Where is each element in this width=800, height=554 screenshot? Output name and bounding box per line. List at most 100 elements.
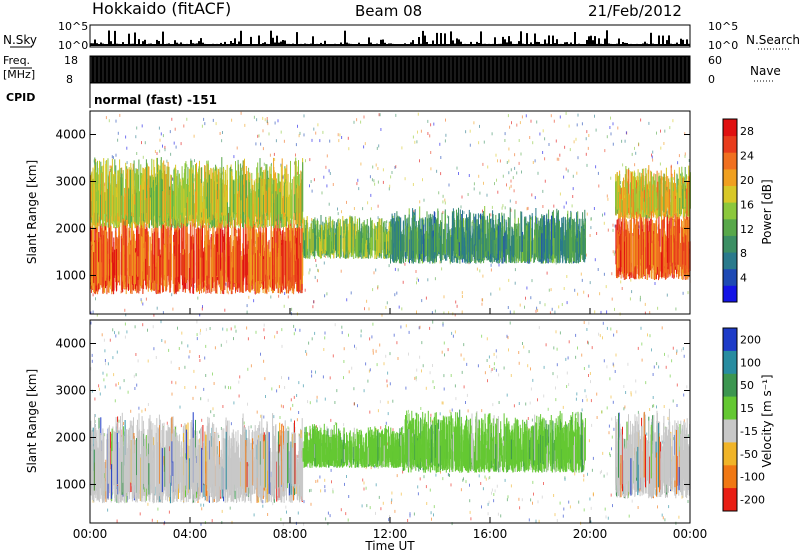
echo-cell bbox=[265, 190, 267, 213]
echo-cell bbox=[446, 239, 448, 261]
echo-cell bbox=[530, 219, 531, 262]
scatter-cell bbox=[326, 292, 328, 296]
noise-bar bbox=[630, 43, 632, 46]
scatter-cell bbox=[554, 310, 556, 314]
echo-cell bbox=[184, 218, 186, 278]
echo-cell bbox=[184, 207, 186, 226]
scatter-cell bbox=[514, 281, 516, 285]
echo-cell bbox=[456, 209, 457, 254]
scatter-cell bbox=[605, 285, 607, 289]
echo-cell bbox=[511, 226, 513, 263]
echo-cell bbox=[250, 255, 252, 281]
scatter-cell bbox=[423, 198, 425, 202]
echo-cell bbox=[338, 221, 340, 254]
echo-cell bbox=[205, 179, 207, 217]
scatter-cell bbox=[156, 306, 158, 310]
echo-cell bbox=[181, 205, 183, 228]
scatter-cell bbox=[594, 310, 596, 314]
noise-bar bbox=[374, 44, 376, 46]
echo-cell bbox=[312, 232, 314, 252]
scatter-cell bbox=[204, 122, 206, 126]
noise-bar bbox=[420, 43, 422, 46]
scatter-cell bbox=[372, 165, 374, 169]
echo-cell bbox=[367, 238, 369, 250]
freq-nave-block bbox=[89, 55, 691, 84]
noise-bar bbox=[130, 43, 132, 46]
scatter-cell bbox=[550, 114, 552, 118]
echo-cell bbox=[314, 228, 316, 257]
echo-cell bbox=[525, 230, 527, 262]
echo-cell bbox=[290, 182, 292, 219]
noise-bar bbox=[320, 42, 322, 46]
echo-cell bbox=[217, 170, 219, 227]
scatter-cell bbox=[520, 152, 522, 156]
echo-cell bbox=[188, 268, 190, 291]
echo-cell bbox=[275, 259, 277, 289]
scatter-cell bbox=[416, 281, 417, 285]
scatter-cell bbox=[319, 139, 321, 143]
noise-search-label: N.Search bbox=[746, 33, 800, 47]
echo-cell bbox=[276, 218, 278, 282]
scatter-cell bbox=[241, 167, 243, 171]
scatter-cell bbox=[364, 142, 366, 146]
scatter-cell bbox=[141, 124, 143, 128]
scatter-cell bbox=[315, 131, 317, 135]
echo-cell bbox=[144, 167, 146, 215]
scatter-cell bbox=[530, 296, 532, 300]
echo-cell bbox=[186, 214, 188, 280]
echo-cell bbox=[315, 235, 317, 249]
noise-bar bbox=[344, 30, 346, 46]
echo-cell bbox=[550, 239, 552, 263]
noise-bar bbox=[258, 35, 260, 46]
noise-bar bbox=[198, 41, 200, 46]
echo-cell bbox=[326, 229, 328, 251]
echo-cell bbox=[277, 218, 279, 279]
noise-bar bbox=[102, 43, 104, 46]
echo-cell bbox=[301, 252, 303, 284]
scatter-cell bbox=[395, 165, 397, 169]
echo-cell bbox=[204, 199, 206, 221]
noise-bar bbox=[580, 44, 582, 46]
scatter-cell bbox=[456, 166, 458, 170]
echo-cell bbox=[273, 181, 275, 217]
echo-cell bbox=[243, 160, 245, 212]
scatter-cell bbox=[135, 135, 137, 139]
noise-bar bbox=[502, 36, 504, 46]
echo-cell bbox=[202, 214, 203, 275]
echo-cell bbox=[468, 209, 470, 252]
scatter-cell bbox=[610, 176, 612, 180]
scatter-cell bbox=[145, 297, 147, 301]
echo-cell bbox=[291, 183, 293, 229]
echo-cell bbox=[462, 236, 464, 260]
noise-bar bbox=[354, 44, 356, 46]
noise-bar bbox=[686, 39, 688, 46]
echo-cell bbox=[274, 243, 276, 277]
echo-cell bbox=[174, 256, 176, 278]
echo-cell bbox=[493, 240, 495, 257]
scatter-cell bbox=[115, 119, 117, 123]
scatter-cell bbox=[487, 165, 489, 169]
noise-bar bbox=[96, 43, 98, 46]
echo-cell bbox=[304, 219, 306, 254]
echo-cell bbox=[201, 183, 202, 213]
echo-cell bbox=[276, 194, 278, 226]
echo-cell bbox=[582, 212, 584, 255]
echo-cell bbox=[548, 222, 550, 259]
echo-cell bbox=[270, 173, 271, 213]
echo-cell bbox=[288, 194, 290, 222]
echo-cell bbox=[367, 247, 369, 259]
scatter-cell bbox=[323, 175, 325, 179]
noise-bar bbox=[254, 44, 256, 46]
scatter-cell bbox=[640, 118, 642, 122]
echo-cell bbox=[279, 192, 280, 229]
echo-cell bbox=[518, 223, 520, 259]
echo-cell bbox=[448, 226, 450, 257]
echo-cell bbox=[351, 219, 353, 254]
echo-cell bbox=[485, 233, 487, 251]
echo-cell bbox=[512, 235, 514, 258]
noise-bar bbox=[282, 40, 284, 46]
echo-cell bbox=[522, 234, 524, 262]
scatter-cell bbox=[508, 171, 510, 175]
echo-cell bbox=[259, 179, 261, 217]
echo-cell bbox=[334, 232, 336, 253]
